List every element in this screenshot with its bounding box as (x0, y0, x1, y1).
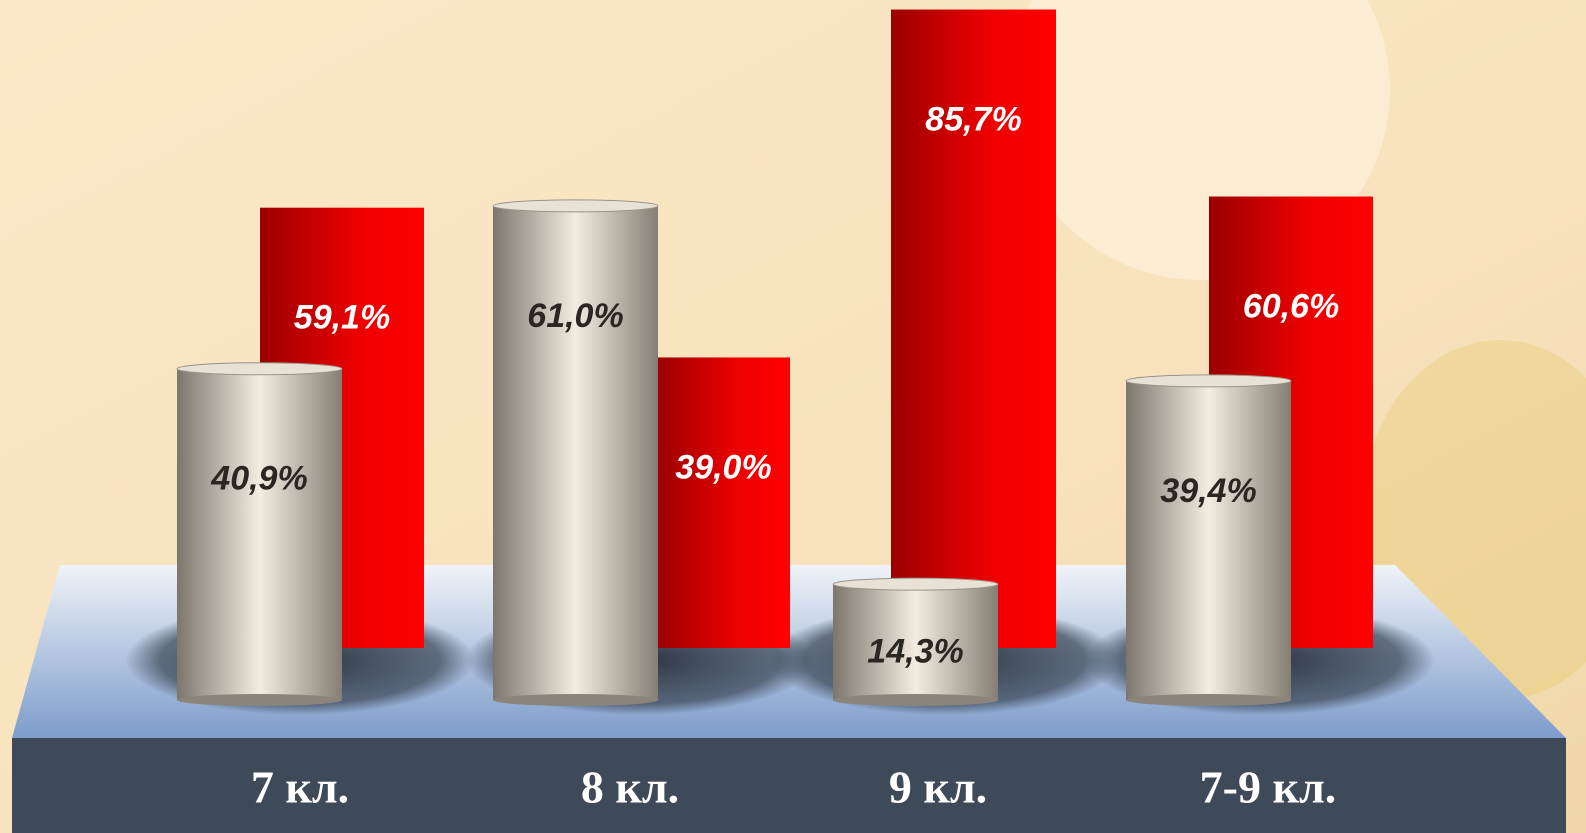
bar-base (1126, 694, 1291, 706)
bar (833, 584, 998, 700)
bar (177, 368, 342, 700)
category-label: 7-9 кл. (1200, 762, 1337, 813)
value-label: 14,3% (867, 633, 963, 671)
bar (1126, 380, 1291, 700)
bar-cap (176, 362, 343, 376)
bar (493, 205, 658, 700)
category-label: 9 кл. (889, 762, 987, 813)
value-label: 39,4% (1160, 472, 1256, 510)
bar (657, 357, 790, 648)
bar-base (493, 694, 658, 706)
value-label: 85,7% (925, 101, 1021, 139)
bar-cap (1125, 374, 1292, 388)
bar-base (177, 694, 342, 706)
bar-base (833, 694, 998, 706)
value-label: 61,0% (527, 297, 623, 335)
category-band (12, 738, 1566, 833)
value-label: 60,6% (1243, 288, 1339, 326)
category-label: 7 кл. (251, 762, 349, 813)
bar-cap (832, 577, 999, 591)
category-label: 8 кл. (581, 762, 679, 813)
value-label: 59,1% (294, 299, 390, 337)
value-label: 40,9% (210, 460, 307, 498)
bar-cap (492, 199, 659, 213)
value-label: 39,0% (675, 448, 771, 486)
bar (891, 9, 1056, 649)
